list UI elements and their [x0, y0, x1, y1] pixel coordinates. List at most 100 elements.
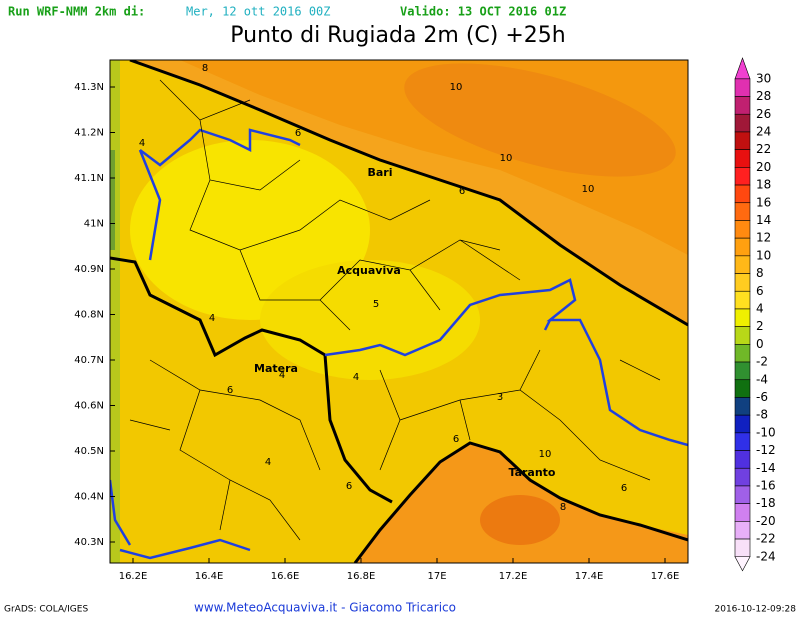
- lat-label: 41.3N: [74, 82, 104, 93]
- contour-label: 4: [209, 313, 215, 324]
- contour-label: 6: [453, 434, 459, 445]
- contour-label: 6: [346, 481, 352, 492]
- colorbar-box: [734, 414, 751, 434]
- lat-label: 40.4N: [74, 492, 104, 503]
- colorbar-label: 8: [756, 266, 764, 280]
- place-name: Acquaviva: [337, 264, 401, 277]
- colorbar-label: 12: [756, 231, 771, 245]
- colorbar-box: [734, 273, 751, 292]
- lon-label: 17E: [427, 571, 446, 582]
- colorbar-label: 18: [756, 178, 771, 192]
- lat-label: 40.7N: [74, 355, 104, 366]
- colorbar-label: 16: [756, 195, 771, 209]
- lat-label: 41N: [84, 219, 104, 230]
- contour-label: 10: [582, 184, 595, 195]
- site-credit: www.MeteoAcquaviva.it - Giacomo Tricaric…: [194, 601, 456, 615]
- colorbar-label: 10: [756, 248, 771, 262]
- colorbar-box: [734, 308, 751, 327]
- valid-label: Valido: 13 OCT 2016 01Z: [400, 5, 566, 19]
- contour-label: 10: [450, 82, 463, 93]
- colorbar-box: [734, 503, 751, 522]
- colorbar-box: [734, 96, 751, 115]
- colorbar-label: 30: [756, 71, 771, 85]
- colorbar-box: [734, 78, 751, 97]
- lon-label: 17.6E: [651, 571, 680, 582]
- colorbar-box: [734, 467, 751, 487]
- colorbar-label: 26: [756, 107, 771, 121]
- contour-label: 4: [353, 372, 359, 383]
- contour-label: 6: [227, 385, 233, 396]
- lat-label: 41.1N: [74, 173, 104, 184]
- lon-label: 17.4E: [575, 571, 604, 582]
- lon-label: 17.2E: [499, 571, 528, 582]
- contour-label: 4: [279, 370, 285, 381]
- colorbar-label: 22: [756, 142, 771, 156]
- lon-label: 16.8E: [347, 571, 376, 582]
- colorbar-box: [734, 149, 751, 168]
- software-credit: GrADS: COLA/IGES: [4, 605, 88, 615]
- contour-label: 10: [539, 449, 552, 460]
- place-name: Matera: [254, 362, 298, 375]
- place-name: Bari: [367, 166, 392, 179]
- colorbar-box: [734, 131, 751, 150]
- colorbar-label: 14: [756, 213, 771, 227]
- colorbar-box: [734, 521, 751, 540]
- colorbar-label: -2: [756, 355, 768, 369]
- colorbar-box: [734, 450, 751, 469]
- run-label: Run WRF-NMM 2km di:: [8, 5, 145, 19]
- colorbar-label: -20: [756, 514, 776, 528]
- colorbar-box: [734, 113, 751, 133]
- lon-label: 16.6E: [271, 571, 300, 582]
- place-name: Taranto: [508, 466, 555, 479]
- colorbar-label: -18: [756, 496, 776, 510]
- timestamp: 2016-10-12-09:28: [715, 605, 797, 615]
- colorbar-box: [734, 326, 751, 345]
- lat-label: 40.6N: [74, 401, 104, 412]
- contour-label: 8: [560, 502, 566, 513]
- contour-label: 5: [373, 299, 379, 310]
- colorbar-cap: [734, 556, 751, 572]
- colorbar-label: 28: [756, 89, 771, 103]
- colorbar-label: 24: [756, 124, 771, 138]
- colorbar-label: -22: [756, 532, 776, 546]
- colorbar-label: -12: [756, 443, 776, 457]
- colorbar-label: -8: [756, 408, 768, 422]
- lat-label: 40.3N: [74, 537, 104, 548]
- colorbar-label: -10: [756, 425, 776, 439]
- colorbar-box: [734, 485, 751, 504]
- colorbar-box: [734, 220, 751, 239]
- contour-label: 6: [621, 483, 627, 494]
- colorbar-label: -24: [756, 549, 776, 563]
- colorbar-cap: [734, 57, 751, 80]
- map-title: Punto di Rugiada 2m (C) +25h: [230, 23, 565, 48]
- colorbar-box: [734, 344, 751, 363]
- map: 8 10 6 4 10 10 6 4 5 4 6 4 3 6 10 4 6 6 8 Bari Acquaviva Mat…: [109, 59, 689, 564]
- lon-label: 16.4E: [195, 571, 224, 582]
- contour-label: 6: [295, 128, 301, 139]
- colorbar-label: -14: [756, 461, 776, 475]
- colorbar-box: [734, 379, 751, 398]
- contour-label: 4: [139, 138, 145, 149]
- colorbar-label: -6: [756, 390, 768, 404]
- run-date: Mer, 12 ott 2016 00Z: [186, 5, 331, 19]
- colorbar-label: -16: [756, 478, 776, 492]
- colorbar-box: [734, 237, 751, 257]
- colorbar-label: 2: [756, 319, 764, 333]
- colorbar-label: 6: [756, 284, 764, 298]
- colorbar-box: [734, 184, 751, 204]
- colorbar-box: [734, 167, 751, 186]
- colorbar-label: 0: [756, 337, 764, 351]
- lon-label: 16.2E: [119, 571, 148, 582]
- contour-label: 3: [497, 392, 503, 403]
- colorbar-box: [734, 361, 751, 381]
- lat-label: 40.5N: [74, 446, 104, 457]
- contour-label: 8: [202, 63, 208, 74]
- lat-label: 41.2N: [74, 128, 104, 139]
- colorbar-label: 4: [756, 301, 764, 315]
- colorbar-box: [734, 290, 751, 310]
- colorbar-box: [734, 538, 751, 558]
- colorbar-box: [734, 432, 751, 451]
- colorbar-box: [734, 202, 751, 221]
- colorbar-label: -4: [756, 372, 768, 386]
